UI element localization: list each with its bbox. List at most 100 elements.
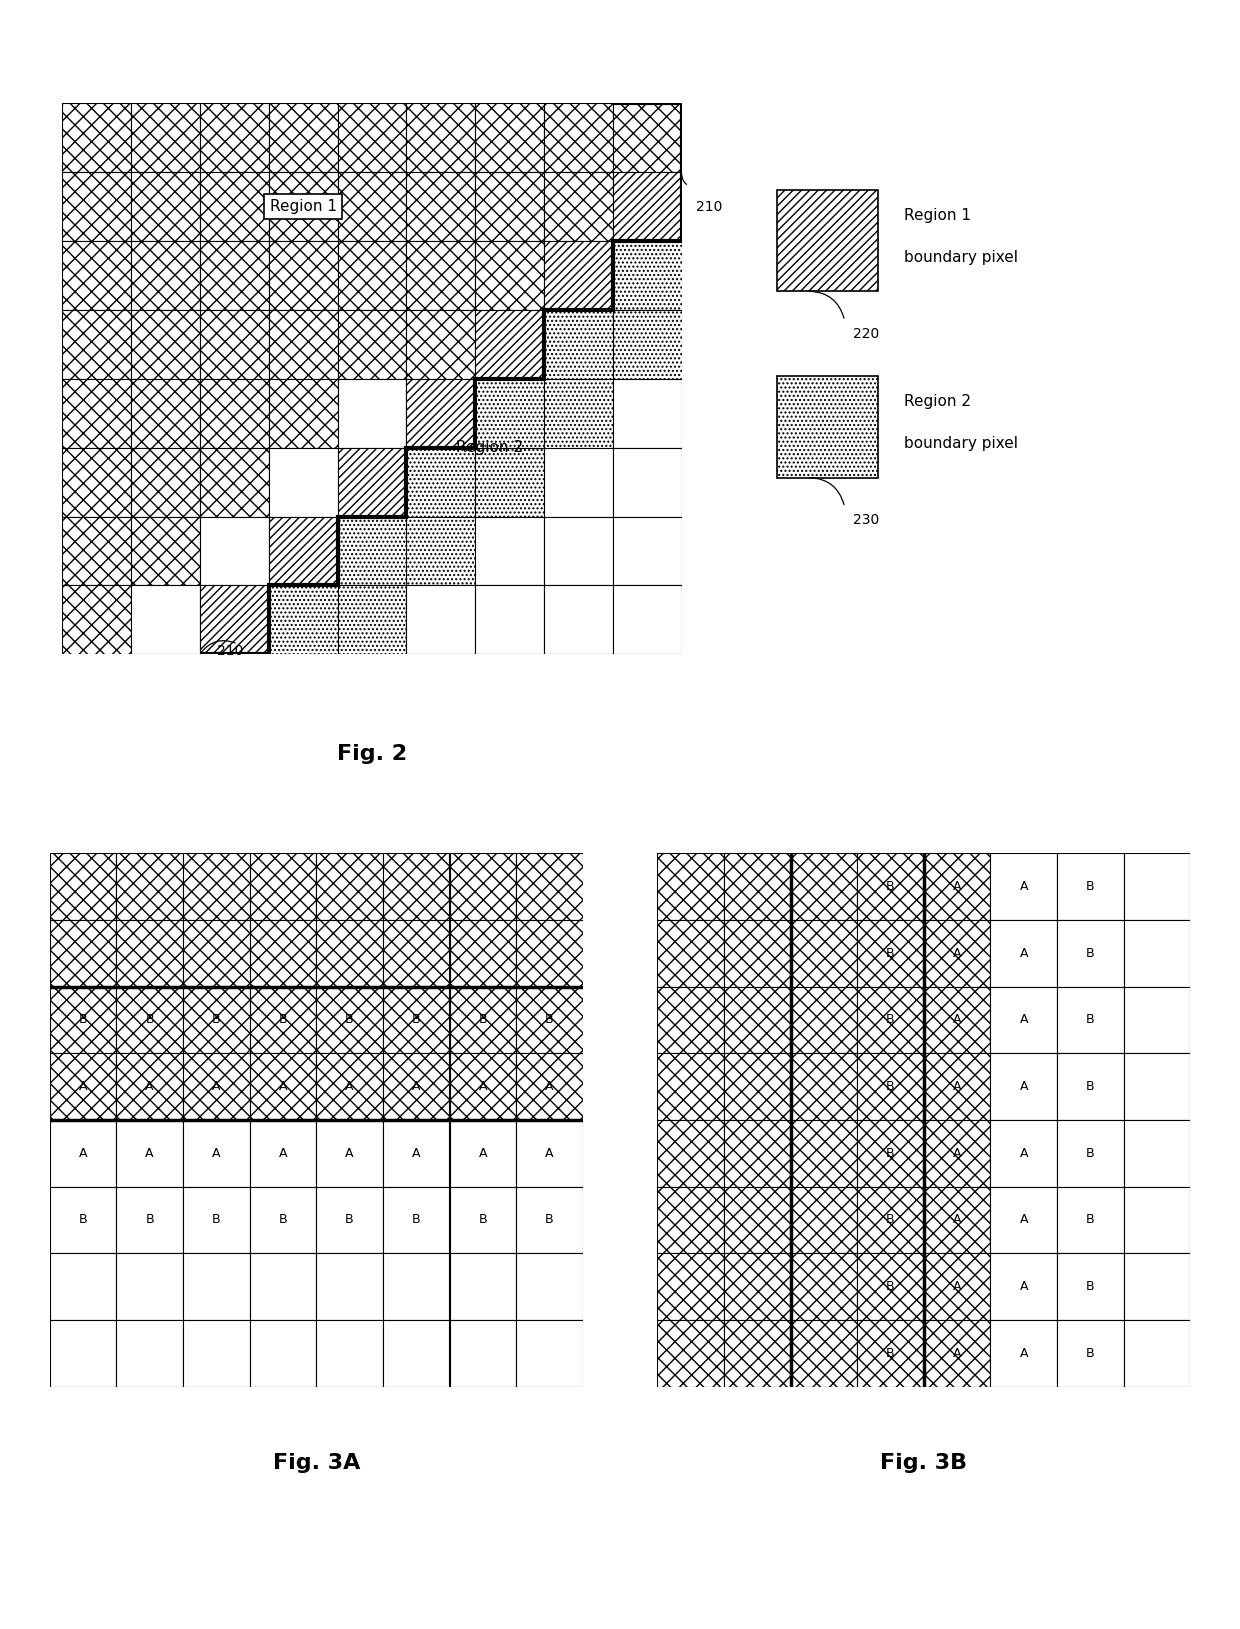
Bar	[50, 1121, 117, 1186]
Bar	[516, 1186, 583, 1253]
Text: Fig. 3A: Fig. 3A	[273, 1453, 360, 1473]
Bar	[857, 987, 924, 1054]
Bar	[249, 1054, 316, 1121]
Bar	[407, 448, 475, 516]
Bar	[383, 1319, 449, 1386]
Bar	[337, 310, 407, 380]
Bar	[249, 987, 316, 1054]
Text: A: A	[1019, 1214, 1028, 1227]
Text: A: A	[212, 1147, 221, 1160]
Bar	[991, 1186, 1056, 1253]
Bar	[117, 987, 184, 1054]
Bar	[857, 1054, 924, 1121]
Text: A: A	[1019, 1013, 1028, 1026]
Bar	[449, 1253, 516, 1319]
Bar	[383, 920, 449, 987]
Bar	[991, 854, 1056, 920]
Bar	[1056, 854, 1123, 920]
Bar	[316, 1253, 383, 1319]
Text: A: A	[78, 1080, 87, 1093]
Bar	[131, 241, 200, 310]
Text: A: A	[345, 1080, 353, 1093]
Bar	[62, 380, 131, 448]
Bar	[857, 1186, 924, 1253]
Bar	[791, 1253, 857, 1319]
Text: A: A	[952, 880, 961, 893]
Bar	[316, 1054, 383, 1121]
Bar	[249, 1253, 316, 1319]
Text: B: B	[546, 1214, 554, 1227]
Text: B: B	[887, 1147, 895, 1160]
Bar	[117, 920, 184, 987]
Bar	[991, 920, 1056, 987]
Text: B: B	[412, 1013, 420, 1026]
Text: B: B	[546, 1013, 554, 1026]
Bar	[184, 920, 249, 987]
Bar	[516, 1054, 583, 1121]
Bar	[613, 310, 682, 380]
Text: A: A	[412, 1147, 420, 1160]
Bar	[724, 1319, 791, 1386]
Text: B: B	[78, 1013, 87, 1026]
Text: Fig. 2: Fig. 2	[337, 744, 407, 764]
Bar	[269, 103, 337, 173]
Bar	[475, 173, 544, 241]
Text: B: B	[212, 1013, 221, 1026]
Text: A: A	[1019, 1147, 1028, 1160]
Bar	[249, 920, 316, 987]
Bar	[407, 103, 475, 173]
Text: B: B	[279, 1013, 288, 1026]
Bar	[62, 173, 131, 241]
Text: B: B	[887, 1080, 895, 1093]
Bar	[184, 1253, 249, 1319]
Bar	[383, 1054, 449, 1121]
Bar	[475, 516, 544, 585]
Text: A: A	[1019, 946, 1028, 959]
Text: A: A	[412, 1080, 420, 1093]
Bar	[544, 448, 613, 516]
Bar	[516, 1121, 583, 1186]
Bar	[657, 920, 724, 987]
Text: A: A	[952, 1214, 961, 1227]
Bar	[791, 1319, 857, 1386]
Text: B: B	[887, 946, 895, 959]
Bar	[50, 1186, 117, 1253]
Text: A: A	[952, 1080, 961, 1093]
Bar	[791, 854, 857, 920]
Text: A: A	[952, 946, 961, 959]
Text: B: B	[279, 1214, 288, 1227]
Bar	[200, 310, 269, 380]
Bar	[407, 380, 475, 448]
Bar	[724, 1186, 791, 1253]
Text: B: B	[1086, 880, 1095, 893]
Text: B: B	[1086, 1214, 1095, 1227]
Bar	[337, 516, 407, 585]
Text: A: A	[479, 1080, 487, 1093]
Bar	[383, 854, 449, 920]
Bar	[316, 1319, 383, 1386]
Bar	[407, 310, 475, 380]
Bar	[407, 173, 475, 241]
Text: 220: 220	[853, 327, 879, 340]
Bar	[657, 854, 724, 920]
Text: A: A	[546, 1147, 554, 1160]
Bar	[544, 380, 613, 448]
Bar	[1123, 1253, 1190, 1319]
Bar	[337, 585, 407, 655]
Bar	[62, 310, 131, 380]
Text: A: A	[1019, 1347, 1028, 1360]
Bar	[337, 173, 407, 241]
Text: B: B	[887, 880, 895, 893]
Text: 210: 210	[696, 199, 722, 213]
Bar	[924, 1121, 991, 1186]
Bar	[544, 173, 613, 241]
Bar	[1123, 920, 1190, 987]
Text: B: B	[145, 1013, 154, 1026]
Bar	[200, 173, 269, 241]
Text: A: A	[212, 1080, 221, 1093]
Text: Region 1: Region 1	[904, 207, 971, 223]
Bar	[131, 103, 200, 173]
Bar	[857, 1319, 924, 1386]
Bar	[200, 241, 269, 310]
Text: B: B	[1086, 1280, 1095, 1293]
